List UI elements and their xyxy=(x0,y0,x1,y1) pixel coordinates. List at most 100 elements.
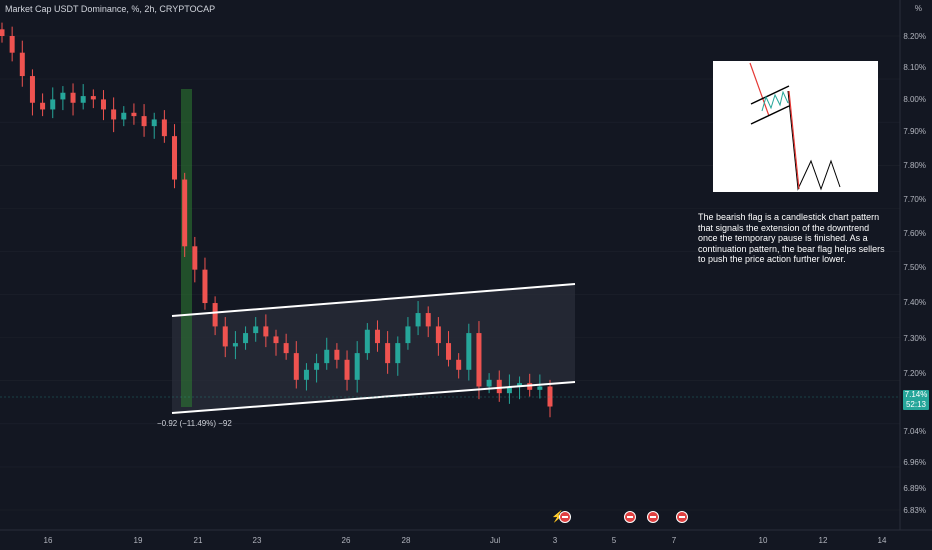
candle-body xyxy=(243,333,249,344)
candle-body xyxy=(50,99,56,110)
y-tick: 7.04% xyxy=(903,427,926,436)
candle-body xyxy=(263,326,269,337)
candle-body xyxy=(435,326,441,344)
y-tick: 8.10% xyxy=(903,63,926,72)
candle-body xyxy=(537,386,543,390)
pattern-description: The bearish flag is a candlestick chart … xyxy=(698,212,885,264)
candle-body xyxy=(161,119,167,137)
flag-channel-upper-line[interactable] xyxy=(171,283,576,317)
x-tick: 21 xyxy=(193,536,203,545)
x-tick: Jul xyxy=(489,536,501,545)
symbol-header[interactable]: Market Cap USDT Dominance, %, 2h, CRYPTO… xyxy=(5,4,216,14)
candle-body xyxy=(80,96,86,103)
candle-body xyxy=(121,112,127,120)
y-tick: 7.90% xyxy=(903,127,926,136)
candle-body xyxy=(334,349,340,360)
us-flag-event-icon[interactable] xyxy=(559,511,571,523)
bear-flag-illustration xyxy=(749,62,841,191)
y-tick: 6.83% xyxy=(903,506,926,515)
y-tick: 7.70% xyxy=(903,195,926,204)
candle-body xyxy=(547,386,553,407)
candle-body xyxy=(374,329,380,344)
candle-body xyxy=(395,343,401,364)
candle-body xyxy=(182,179,188,247)
y-tick: 8.00% xyxy=(903,95,926,104)
candle-body xyxy=(486,379,492,387)
x-tick: 5 xyxy=(611,536,617,545)
flag-channel-lower-line[interactable] xyxy=(171,381,576,414)
candle-body xyxy=(0,29,5,36)
candle-body xyxy=(466,333,472,370)
y-tick: 7.80% xyxy=(903,161,926,170)
candle-body xyxy=(40,102,46,110)
candle-body xyxy=(19,52,25,77)
x-tick: 26 xyxy=(341,536,351,545)
candle-body xyxy=(344,359,350,380)
x-tick: 16 xyxy=(43,536,53,545)
candle-body xyxy=(354,353,360,380)
last-price-badge: 7.14% 52:13 xyxy=(903,390,929,410)
candle-body xyxy=(385,343,391,364)
candle-body xyxy=(100,99,106,110)
candle-body xyxy=(70,92,76,103)
candle-body xyxy=(324,349,330,364)
x-tick: 28 xyxy=(401,536,411,545)
last-price-value: 7.14% xyxy=(904,390,928,399)
candle-body xyxy=(293,353,299,380)
measure-label: −0.92 (−11.49%) −92 xyxy=(157,419,232,428)
flag-channel-fill xyxy=(172,284,575,413)
flagpole-highlight xyxy=(181,89,192,407)
x-tick: 12 xyxy=(818,536,828,545)
candle-body xyxy=(527,383,533,390)
x-tick: 3 xyxy=(552,536,558,545)
candle-body xyxy=(273,336,279,344)
y-tick: 8.20% xyxy=(903,32,926,41)
candle-body xyxy=(131,112,137,117)
bear-flag-diagram xyxy=(713,61,878,192)
y-tick: 6.89% xyxy=(903,484,926,493)
candle-body xyxy=(303,369,309,380)
candle-body xyxy=(29,76,35,103)
candle-body xyxy=(364,329,370,354)
candlestick-series xyxy=(0,22,553,418)
candle-body xyxy=(314,363,320,370)
candle-body xyxy=(111,109,117,120)
y-tick: 7.60% xyxy=(903,229,926,238)
candle-body xyxy=(172,136,178,180)
x-tick: 14 xyxy=(877,536,887,545)
axis-unit-label: % xyxy=(914,4,922,13)
candle-body xyxy=(222,326,228,347)
x-tick: 23 xyxy=(252,536,262,545)
candle-body xyxy=(476,333,482,387)
candle-body xyxy=(141,116,147,127)
candle-body xyxy=(202,269,208,304)
candle-body xyxy=(151,119,157,127)
candle-body xyxy=(90,96,96,100)
candle-body xyxy=(253,326,259,334)
bar-countdown: 52:13 xyxy=(905,400,927,409)
candle-body xyxy=(456,359,462,370)
x-tick: 19 xyxy=(133,536,143,545)
candle-body xyxy=(506,386,512,394)
y-tick: 7.30% xyxy=(903,334,926,343)
candle-body xyxy=(9,36,15,53)
x-tick: 7 xyxy=(671,536,677,545)
candle-body xyxy=(283,343,289,354)
y-tick: 7.50% xyxy=(903,263,926,272)
us-flag-event-icon[interactable] xyxy=(647,511,659,523)
candle-body xyxy=(415,313,421,327)
candle-body xyxy=(232,343,238,347)
candle-body xyxy=(192,246,198,270)
candle-body xyxy=(405,326,411,344)
candle-body xyxy=(60,92,66,100)
us-flag-event-icon[interactable] xyxy=(676,511,688,523)
y-tick: 7.20% xyxy=(903,369,926,378)
candle-body xyxy=(212,303,218,327)
us-flag-event-icon[interactable] xyxy=(624,511,636,523)
candle-body xyxy=(446,343,452,360)
candle-body xyxy=(425,313,431,327)
x-tick: 10 xyxy=(758,536,768,545)
candle-body xyxy=(496,379,502,394)
y-tick: 6.96% xyxy=(903,458,926,467)
